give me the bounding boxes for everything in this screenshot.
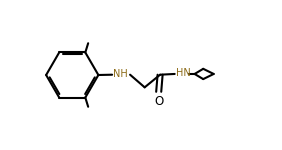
Text: HN: HN [175,68,190,78]
Text: O: O [154,95,163,108]
Text: NH: NH [113,69,128,78]
